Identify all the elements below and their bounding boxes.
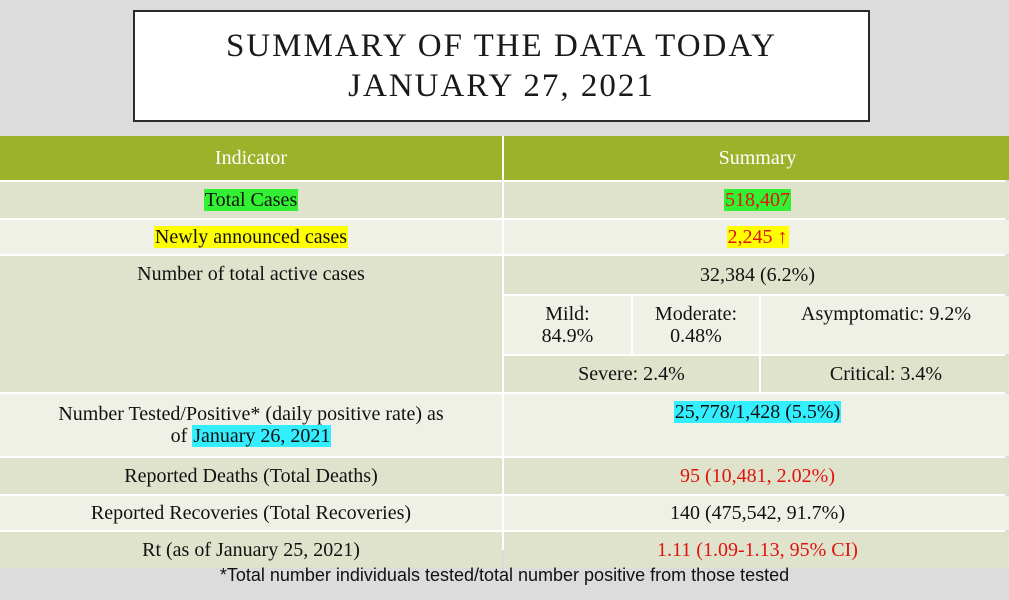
deaths-value: 95 (10,481, 2.02%) (504, 458, 1009, 494)
tested-label-line1: Number Tested/Positive* (daily positive … (58, 403, 444, 425)
mild-value: Mild: 84.9% (504, 296, 631, 354)
tested-label-prefix: of (170, 425, 193, 447)
recoveries-value: 140 (475,542, 91.7%) (504, 496, 1009, 530)
row-total-cases-value: 518,407 (504, 182, 1009, 218)
title-line-1: SUMMARY OF THE DATA TODAY (225, 28, 778, 64)
tested-label-line2: of January 26, 2021 (171, 425, 332, 447)
active-cases-value: 32,384 (6.2%) (504, 256, 1009, 294)
row-total-cases-label: Total Cases (0, 182, 502, 218)
row-tested-label: Number Tested/Positive* (daily positive … (0, 394, 502, 456)
new-cases-value-wrap: 2,245 ↑ (726, 226, 789, 248)
total-cases-value: 518,407 (724, 189, 791, 211)
new-cases-value: 2,245 (727, 226, 773, 248)
asymptomatic-value: Asymptomatic: 9.2% (761, 296, 1009, 354)
header-summary: Summary (504, 136, 1009, 180)
row-new-cases-value: 2,245 ↑ (504, 220, 1009, 254)
severe-value: Severe: 2.4% (504, 356, 759, 392)
header-indicator: Indicator (0, 136, 502, 180)
row-new-cases-label: Newly announced cases (0, 220, 502, 254)
total-cases-label: Total Cases (203, 189, 299, 211)
page-title: SUMMARY OF THE DATA TODAY JANUARY 27, 20… (133, 10, 870, 122)
summary-table: Indicator Summary Total Cases 518,407 Ne… (0, 136, 1009, 568)
footnote: *Total number individuals tested/total n… (219, 565, 790, 585)
row-tested-value: 25,778/1,428 (5.5%) (504, 394, 1009, 456)
active-cases-label: Number of total active cases (0, 256, 502, 392)
new-cases-label: Newly announced cases (153, 226, 349, 248)
moderate-value: Moderate: 0.48% (633, 296, 759, 354)
recoveries-label: Reported Recoveries (Total Recoveries) (0, 496, 502, 530)
critical-value: Critical: 3.4% (761, 356, 1009, 392)
rt-value: 1.11 (1.09-1.13, 95% CI) (504, 532, 1009, 568)
deaths-label: Reported Deaths (Total Deaths) (0, 458, 502, 494)
title-line-2: JANUARY 27, 2021 (348, 68, 655, 104)
tested-label-date: January 26, 2021 (192, 425, 332, 447)
rt-label: Rt (as of January 25, 2021) (0, 532, 502, 568)
arrow-up-icon: ↑ (777, 226, 788, 248)
tested-value: 25,778/1,428 (5.5%) (673, 401, 842, 423)
